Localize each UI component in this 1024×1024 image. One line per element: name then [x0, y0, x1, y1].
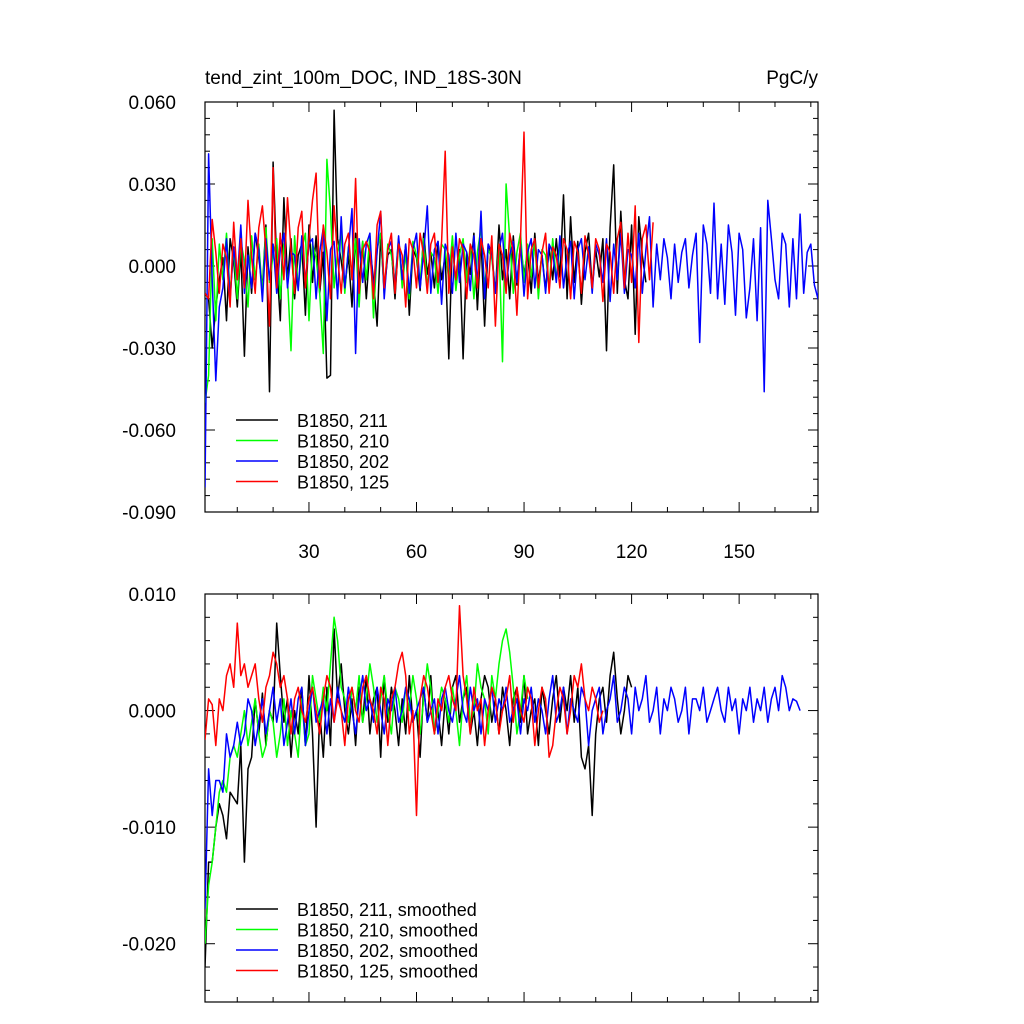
top-chart-title: tend_zint_100m_DOC, IND_18S-30N	[205, 68, 522, 89]
legend-label: B1850, 125	[297, 473, 389, 493]
series-line-3	[205, 131, 654, 344]
x-tick-label: 60	[406, 542, 427, 563]
y-tick-label: 0.000	[128, 702, 176, 723]
plot-frame	[204, 593, 819, 1003]
top-panel: -0.090 -0.060 -0.030 0.000 0.030 0.060 30 60 90 1…	[122, 93, 819, 563]
y-tick-label: -0.020	[122, 935, 176, 956]
x-tick-label: 90	[513, 542, 534, 563]
y-tick-label: 0.060	[128, 93, 176, 114]
series-line-3	[205, 604, 604, 817]
legend-label: B1850, 210	[297, 432, 389, 452]
x-tick-label: 150	[723, 542, 755, 563]
x-tick-label: 120	[616, 542, 648, 563]
series-group	[205, 604, 801, 968]
legend-label: B1850, 210, smoothed	[297, 921, 478, 941]
legend-label: B1850, 211, smoothed	[297, 900, 477, 920]
y-tick-label: -0.060	[122, 421, 176, 442]
legend-label: B1850, 202, smoothed	[297, 941, 478, 961]
y-tick-label: 0.010	[128, 585, 176, 606]
y-tick-label: -0.030	[122, 339, 176, 360]
legend-label: B1850, 202	[297, 452, 389, 472]
legend-label: B1850, 125, smoothed	[297, 962, 478, 982]
series-line-2	[205, 153, 818, 488]
y-tick-label: -0.090	[122, 503, 176, 524]
series-line-1	[205, 616, 529, 944]
series-group	[205, 109, 818, 488]
legend-label: B1850, 211	[297, 411, 388, 431]
plot-frame	[204, 101, 819, 513]
y-tick-label: -0.010	[122, 818, 176, 839]
top-chart-units: PgC/y	[766, 68, 818, 89]
bottom-panel: -0.020 -0.010 0.000 0.010 B1850, 211, smooth…	[122, 585, 819, 1003]
y-tick-label: 0.000	[128, 257, 176, 278]
x-tick-label: 30	[298, 542, 319, 563]
y-tick-label: 0.030	[128, 175, 176, 196]
